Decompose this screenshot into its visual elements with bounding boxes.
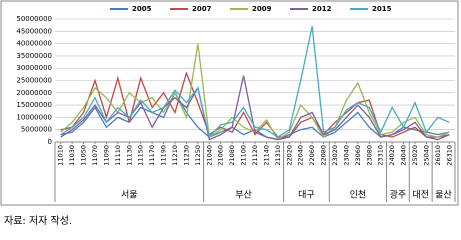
x-tick-label: 21100 [240,145,248,166]
x-tick-label: 22020 [285,145,293,166]
x-tick-label: 23060 [354,145,362,166]
legend-label: 2005 [132,5,152,13]
x-tick-label: 11110 [114,145,122,166]
x-tick-label: 21080 [228,145,236,166]
x-tick-label: 11090 [102,145,110,166]
y-tick-label: 50000000 [16,15,52,23]
x-tick-label: 23020 [331,145,339,166]
x-tick-label: 24020 [388,145,396,166]
y-tick-label: 10000000 [16,113,52,121]
y-tick-label: 15000000 [16,101,52,109]
x-tick-label: 23080 [365,145,373,166]
x-tick-label: 23310 [377,145,385,166]
x-tick-label: 11050 [80,145,88,166]
x-tick-label: 11190 [160,145,168,166]
group-label: 울산 [435,190,452,201]
x-tick-label: 22060 [308,145,316,166]
y-tick-label: 5000000 [21,126,52,134]
x-tick-label: 22040 [297,145,305,166]
x-tick-label: 25040 [422,145,430,166]
series-line [60,71,450,138]
x-tick-label: 11230 [182,145,190,166]
legend-label: 2009 [252,5,272,13]
x-tick-label: 25020 [411,145,419,166]
y-tick-label: 45000000 [16,27,52,35]
chart-border [0,0,459,206]
x-tick-label: 21140 [262,145,270,166]
x-tick-label: 22080 [320,145,328,166]
y-tick-label: 40000000 [16,40,52,48]
x-tick-label: 21310 [274,145,282,166]
x-tick-label: 11170 [148,145,156,166]
group-label: 대구 [298,190,315,201]
x-tick-label: 11210 [171,145,179,166]
group-label: 서울 [121,190,138,201]
x-tick-label: 21060 [217,145,225,166]
series-line [60,75,450,141]
x-tick-label: 21120 [251,145,259,166]
legend-label: 2015 [372,5,392,13]
series-line [60,26,450,139]
y-tick-label: 30000000 [16,64,52,72]
x-tick-label: 26010 [434,145,442,166]
x-tick-label: 11150 [137,145,145,166]
x-tick-label: 11010 [57,145,65,166]
source-note: 자료: 저자 작성. [4,215,72,227]
chart: 자료: 저자 작성. 0 5000000 10000000 15000000 20000… [0,0,459,227]
legend-label: 2007 [192,5,212,13]
y-tick-label: 20000000 [16,89,52,97]
x-tick-label: 26310 [445,145,453,166]
x-tick-label: 23040 [342,145,350,166]
group-label: 대전 [412,190,429,201]
group-label: 인천 [350,190,367,201]
series-line [60,43,450,141]
y-tick-label: 0 [48,138,52,146]
x-tick-label: 21040 [205,145,213,166]
x-tick-label: 11250 [194,145,202,166]
legend-label: 2012 [312,5,332,13]
y-tick-label: 25000000 [16,77,52,85]
x-tick-label: 24040 [400,145,408,166]
y-tick-label: 35000000 [16,52,52,60]
group-label: 광주 [390,189,407,201]
group-label: 부산 [235,190,252,201]
x-tick-label: 11030 [68,145,76,166]
x-tick-label: 11070 [91,145,99,166]
x-tick-label: 11130 [125,145,133,166]
